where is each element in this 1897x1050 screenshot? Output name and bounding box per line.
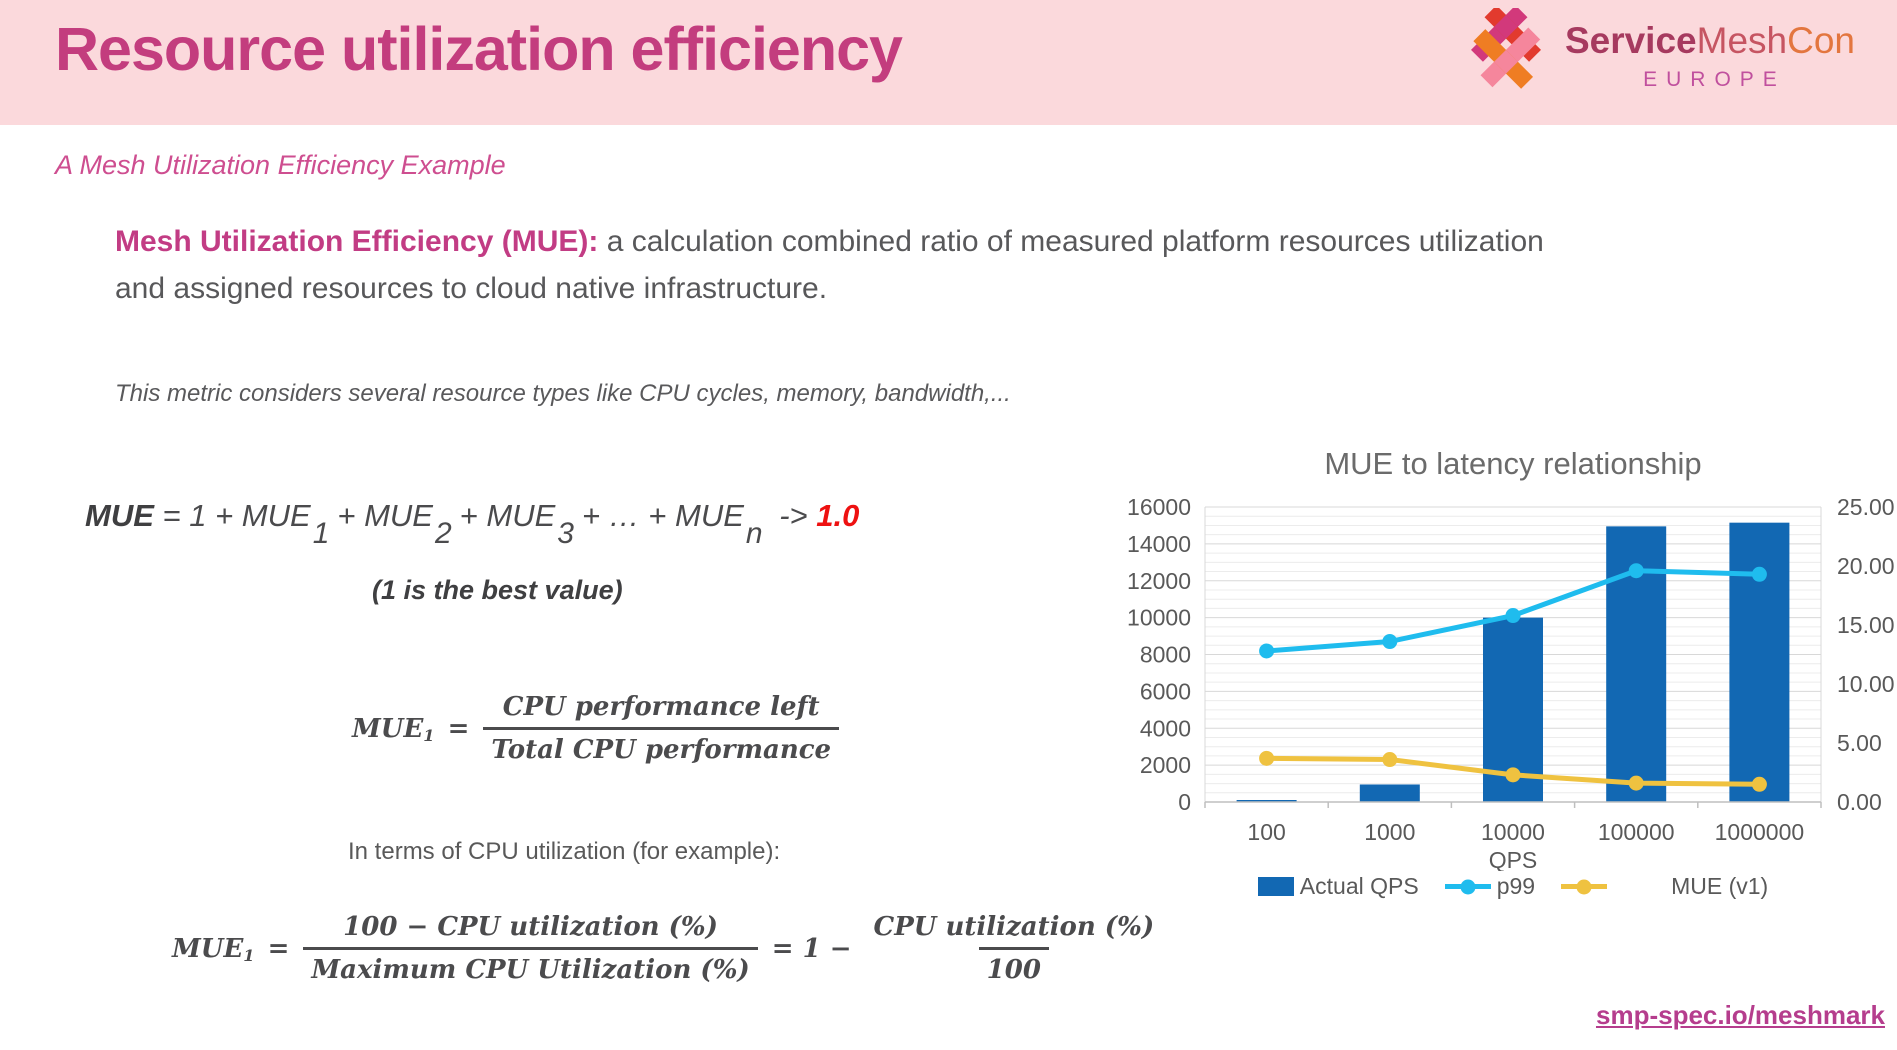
cpu-formula-subscript: 1	[243, 946, 255, 966]
logo-word-mesh: Mesh	[1696, 19, 1788, 61]
svg-text:100: 100	[1247, 819, 1285, 845]
cpu-formula-fraction-1: 100 − CPU utilization (%) Maximum CPU Ut…	[303, 912, 758, 985]
formula-arrow: ->	[779, 498, 817, 533]
mue1-lhs: MUE1 =	[352, 713, 470, 746]
formula-target-value: 1.0	[816, 498, 860, 533]
page-title: Resource utilization efficiency	[55, 15, 903, 83]
legend-item-actual-qps: Actual QPS	[1257, 873, 1419, 900]
definition-lead: Mesh Utilization Efficiency (MUE):	[115, 225, 599, 258]
svg-text:100000: 100000	[1598, 819, 1675, 845]
svg-text:14000: 14000	[1127, 531, 1191, 557]
formula-sub-n: n	[745, 517, 763, 550]
formula-sub-3: 3	[557, 517, 574, 550]
svg-text:12000: 12000	[1127, 568, 1191, 594]
formula-sub-2: 2	[434, 517, 452, 550]
logo-word-con: Con	[1787, 19, 1855, 61]
svg-text:1000000: 1000000	[1715, 819, 1805, 845]
legend-item-p99: p99	[1444, 873, 1536, 900]
servicemeshcon-logo: ServiceMeshCon EUROPE	[1461, 5, 1855, 103]
formula-term-3: + MUE	[459, 498, 556, 533]
legend-label-actual-qps: Actual QPS	[1299, 873, 1419, 899]
cpu-formula-mid: = 1 −	[771, 933, 852, 964]
svg-text:2000: 2000	[1140, 752, 1191, 778]
slide-subtitle: A Mesh Utilization Efficiency Example	[55, 150, 506, 180]
svg-text:0: 0	[1178, 789, 1191, 815]
legend-marker-dot	[1576, 879, 1592, 894]
mue1-numerator: CPU performance left	[502, 692, 820, 722]
formula-eq: = 1 + MUE	[153, 498, 311, 533]
cpu-formula-den-2: 100	[978, 947, 1049, 985]
mue-sum-formula: MUE = 1 + MUE1+ MUE2+ MUE3+ … + MUEn -> …	[85, 498, 860, 550]
mue1-fraction: CPU performance left Total CPU performan…	[483, 692, 840, 765]
mue-latency-chart: MUE to latency relationship 0 2000 4000 600…	[1088, 446, 1896, 900]
svg-text:1000: 1000	[1364, 819, 1415, 845]
metric-note: This metric considers several resource t…	[115, 380, 1011, 407]
logo-word-service: Service	[1564, 19, 1697, 61]
formula-term-n: + … + MUE	[581, 498, 744, 533]
svg-text:25.00: 25.00	[1837, 494, 1895, 520]
meshmark-link[interactable]: smp-spec.io/meshmark	[1595, 1000, 1885, 1030]
cpu-formula-fraction-2: CPU utilization (%) 100	[866, 912, 1163, 985]
legend-item-mue-v1: MUE (v1)	[1561, 873, 1768, 900]
cpu-formula-num-1: 100 − CPU utilization (%)	[343, 912, 718, 942]
cpu-formula: MUE1 = 100 − CPU utilization (%) Maximum…	[172, 912, 1162, 985]
svg-text:10.00: 10.00	[1837, 671, 1895, 697]
best-value-caption: (1 is the best value)	[372, 575, 623, 605]
cpu-formula-num-2: CPU utilization (%)	[873, 912, 1155, 942]
svg-text:5.00: 5.00	[1837, 730, 1882, 756]
logo-wordmark: ServiceMeshCon	[1565, 20, 1855, 62]
definition-paragraph: Mesh Utilization Efficiency (MUE): a cal…	[115, 218, 1595, 312]
svg-text:20.00: 20.00	[1837, 553, 1895, 579]
svg-text:8000: 8000	[1140, 642, 1191, 668]
cpu-formula-lhs: MUE1 =	[172, 933, 290, 966]
chart-title: MUE to latency relationship	[1324, 446, 1702, 481]
definition-body: a calculation combined ratio of measured…	[115, 225, 1544, 305]
chart-canvas: 0 2000 4000 6000 8000 10000 12000 14000 16000 0.0…	[1127, 494, 1895, 871]
weave-logo-icon	[1461, 5, 1551, 103]
legend-swatch-mue-line	[1561, 879, 1608, 894]
svg-text:10000: 10000	[1481, 819, 1545, 845]
legend-label-mue-v1: MUE (v1)	[1671, 873, 1769, 899]
svg-text:0.00: 0.00	[1837, 789, 1882, 815]
header-band: Resource utilization efficiency Servi	[0, 0, 1897, 125]
logo-text: ServiceMeshCon EUROPE	[1565, 20, 1855, 92]
mue1-subscript: 1	[423, 726, 435, 746]
cpu-utilization-note: In terms of CPU utilization (for example…	[348, 838, 781, 865]
svg-text:15.00: 15.00	[1837, 612, 1895, 638]
legend-marker-dot	[1460, 879, 1476, 894]
svg-text:6000: 6000	[1140, 678, 1191, 704]
svg-text:QPS: QPS	[1489, 847, 1538, 871]
chart-legend: Actual QPS p99 MUE (v1)	[1205, 873, 1821, 900]
legend-swatch-bar	[1257, 877, 1294, 896]
mue1-formula: MUE1 = CPU performance left Total CPU pe…	[352, 692, 840, 765]
formula-term-2: + MUE	[337, 498, 433, 533]
mue1-denominator: Total CPU performance	[483, 727, 840, 765]
svg-text:16000: 16000	[1127, 494, 1191, 520]
legend-label-p99: p99	[1496, 873, 1536, 899]
cpu-formula-den-1: Maximum CPU Utilization (%)	[303, 947, 758, 985]
formula-lhs: MUE	[85, 498, 154, 533]
formula-sub-1: 1	[312, 517, 330, 550]
legend-swatch-p99-line	[1444, 879, 1491, 894]
logo-region: EUROPE	[1643, 67, 1786, 91]
svg-text:10000: 10000	[1127, 605, 1191, 631]
svg-text:4000: 4000	[1140, 715, 1191, 741]
